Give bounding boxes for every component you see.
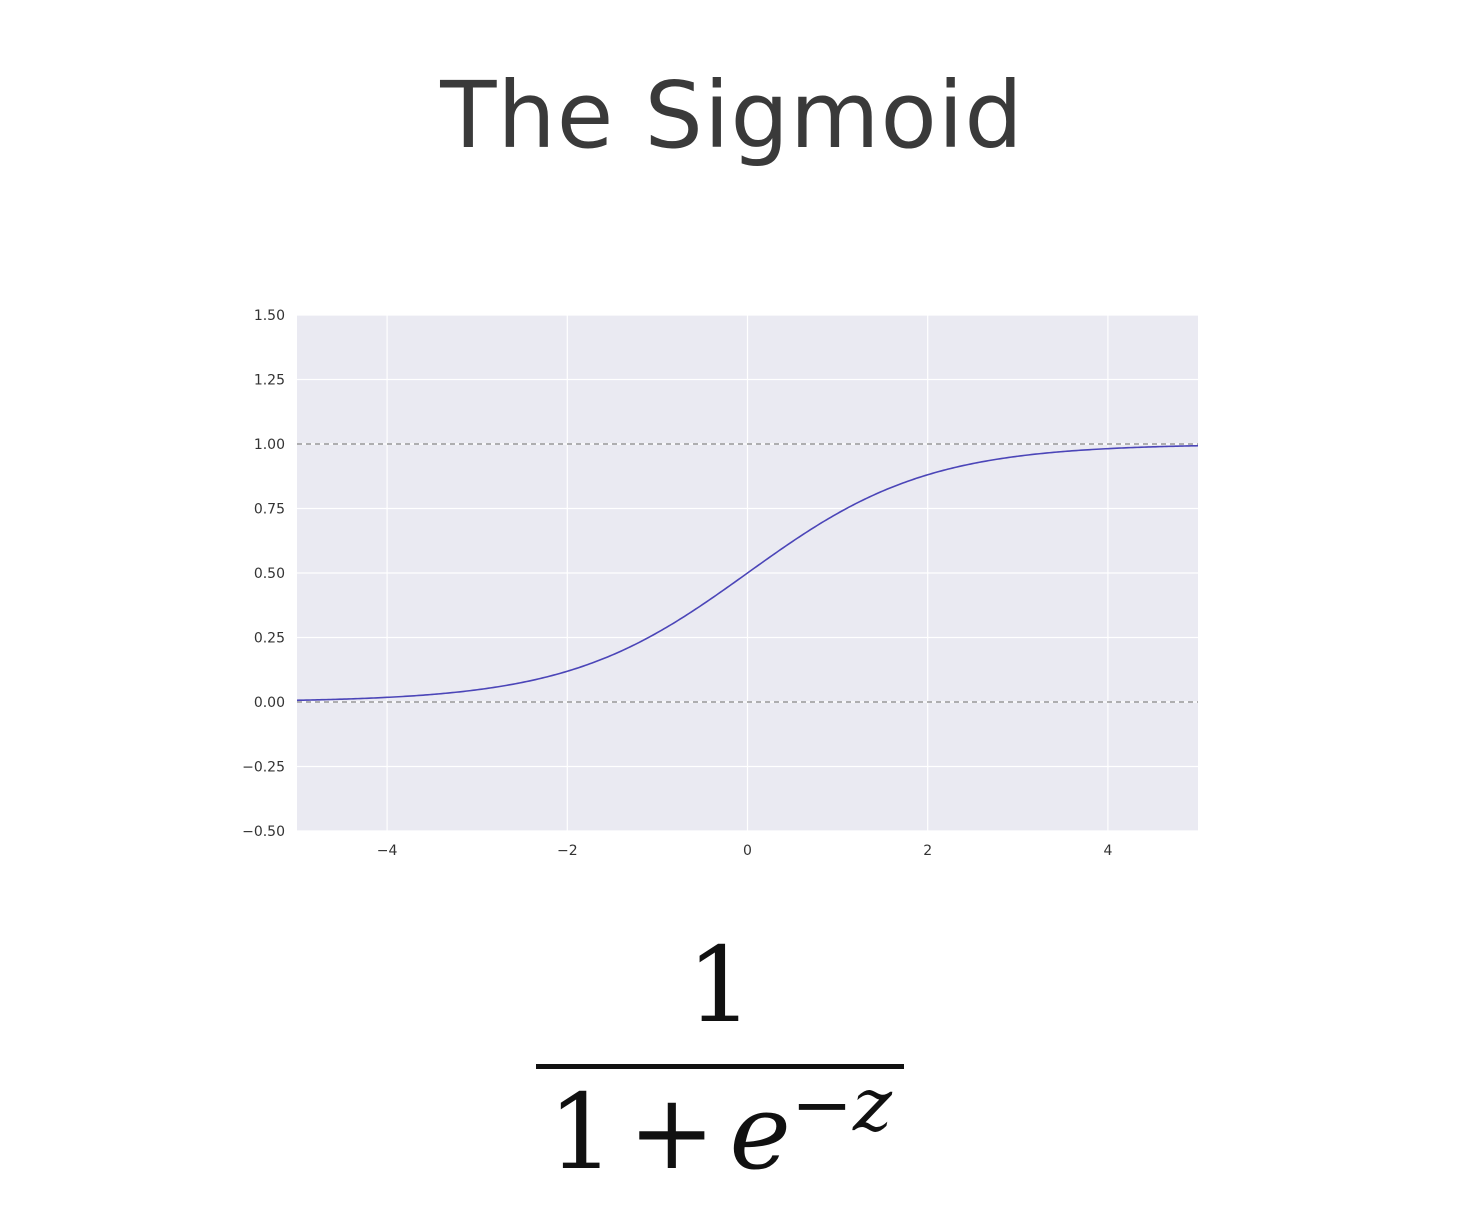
- y-tick-label: 1.50: [254, 308, 285, 324]
- y-tick-label: 1.25: [254, 373, 285, 389]
- formula-exponent-minus: −: [790, 1062, 853, 1148]
- fraction-bar: [536, 1064, 904, 1069]
- x-tick-label: 4: [1103, 843, 1112, 859]
- sigmoid-formula: 1 1 + e−z: [530, 930, 910, 1187]
- formula-denominator-one: 1: [548, 1071, 615, 1193]
- y-tick-label: 0.50: [254, 566, 285, 582]
- formula-denominator: 1 + e−z: [530, 1068, 910, 1187]
- y-tick-label: −0.25: [242, 760, 285, 776]
- y-tick-label: 0.75: [254, 502, 285, 518]
- x-tick-label: 0: [743, 843, 752, 859]
- y-tick-label: 0.25: [254, 631, 285, 647]
- y-tick-label: −0.50: [242, 824, 285, 840]
- sigmoid-chart: 1.50 1.25 1.00 0.75 0.50 0.25 0.00 −0.25 −0.50 −…: [242, 308, 1199, 859]
- y-tick-label: 1.00: [254, 437, 285, 453]
- formula-exponent: −z: [791, 1062, 892, 1148]
- sigmoid-curve-line: [296, 444, 1199, 702]
- x-tick-label: −2: [557, 843, 578, 859]
- x-tick-label: 2: [923, 843, 932, 859]
- y-tick-label: 0.00: [254, 695, 285, 711]
- formula-numerator: 1: [686, 924, 754, 1046]
- x-tick-label: −4: [377, 843, 398, 859]
- formula-plus: +: [628, 1071, 716, 1193]
- formula-exponent-z: z: [852, 1062, 892, 1148]
- page-title: The Sigmoid: [440, 62, 1024, 169]
- formula-base-e: e: [729, 1071, 791, 1193]
